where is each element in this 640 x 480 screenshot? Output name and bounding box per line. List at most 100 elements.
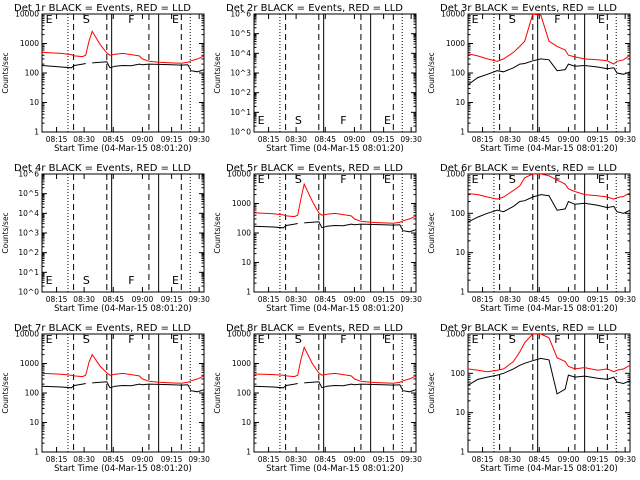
y-axis-label: Counts/sec <box>427 212 436 253</box>
flag-label: E <box>172 13 179 26</box>
y-axis-label: Counts/sec <box>427 372 436 413</box>
y-tick-label: 10 <box>455 98 465 107</box>
x-tick-label: 09:15 <box>587 295 609 304</box>
panel-title: Det 2r BLACK = Events, RED = LLD <box>226 3 403 14</box>
y-axis-label: Counts/sec <box>213 52 222 93</box>
panel-title: Det 9r BLACK = Events, RED = LLD <box>440 323 617 334</box>
y-tick-label: 10^5 <box>18 189 39 198</box>
x-tick-label: 08:45 <box>528 295 550 304</box>
x-tick-label: 09:15 <box>161 295 183 304</box>
flag-label: F <box>554 333 560 346</box>
x-tick-label: 09:30 <box>188 455 210 464</box>
x-tick-label: 09:00 <box>558 295 580 304</box>
y-tick-label: 10^6 <box>18 170 39 179</box>
y-tick-label: 10 <box>29 98 39 107</box>
flag-label: E <box>258 114 265 127</box>
flag-label: S <box>83 333 90 346</box>
x-tick-label: 09:30 <box>614 455 636 464</box>
panel-title: Det 6r BLACK = Events, RED = LLD <box>440 163 617 174</box>
plot-frame <box>467 173 631 293</box>
x-tick-label: 08:30 <box>285 135 307 144</box>
flag-label: F <box>128 274 134 287</box>
x-axis-title: Start Time (04-Mar-15 08:01:20) <box>480 144 618 154</box>
flag-label: E <box>384 173 391 186</box>
y-tick-label: 1000 <box>232 359 251 368</box>
y-axis-label: Counts/sec <box>213 372 222 413</box>
flag-label: E <box>384 333 391 346</box>
x-tick-label: 08:15 <box>258 295 280 304</box>
plot-frame <box>467 333 631 453</box>
x-tick-label: 09:00 <box>344 455 366 464</box>
lld-series-line <box>468 14 630 65</box>
x-tick-label: 09:30 <box>400 135 422 144</box>
x-axis-title: Start Time (04-Mar-15 08:01:20) <box>54 304 192 314</box>
y-tick-label: 10000 <box>15 330 39 339</box>
x-tick-label: 08:45 <box>314 455 336 464</box>
panel-title: Det 7r BLACK = Events, RED = LLD <box>14 323 191 334</box>
lld-series-line <box>468 174 630 200</box>
x-tick-label: 09:30 <box>614 295 636 304</box>
flag-label: E <box>598 13 605 26</box>
lld-series-line <box>254 182 416 224</box>
y-tick-label: 1 <box>34 128 39 137</box>
flag-label: S <box>509 13 516 26</box>
y-axis-label: Counts/sec <box>1 372 10 413</box>
x-tick-label: 09:30 <box>188 295 210 304</box>
flag-label: S <box>295 114 302 127</box>
y-tick-label: 1 <box>460 128 465 137</box>
events-series-line <box>468 357 630 395</box>
x-axis-title: Start Time (04-Mar-15 08:01:20) <box>266 144 404 154</box>
y-axis-label: Counts/sec <box>1 52 10 93</box>
panel-title: Det 5r BLACK = Events, RED = LLD <box>226 163 403 174</box>
events-series-line <box>42 61 204 73</box>
flag-label: E <box>598 333 605 346</box>
y-tick-label: 10^3 <box>18 229 39 238</box>
flag-label: E <box>46 333 53 346</box>
lld-series-line <box>42 353 204 384</box>
y-tick-label: 1 <box>460 288 465 297</box>
y-tick-label: 1 <box>246 288 251 297</box>
x-tick-label: 08:30 <box>499 295 521 304</box>
x-tick-label: 09:00 <box>132 455 154 464</box>
x-tick-label: 09:15 <box>587 135 609 144</box>
y-tick-label: 10^1 <box>18 268 39 277</box>
x-axis-title: Start Time (04-Mar-15 08:01:20) <box>480 464 618 474</box>
y-axis-label: Counts/sec <box>213 212 222 253</box>
x-tick-label: 09:15 <box>373 135 395 144</box>
x-tick-label: 09:15 <box>373 295 395 304</box>
y-tick-label: 10 <box>455 408 465 417</box>
flag-label: E <box>172 274 179 287</box>
events-series-line <box>254 381 416 393</box>
panel-det-9: Det 9r BLACK = Events, RED = LLD Counts/s… <box>427 323 636 474</box>
panel-det-2: Det 2r BLACK = Events, RED = LLD Counts/s… <box>213 3 422 154</box>
y-tick-label: 10000 <box>441 10 465 19</box>
y-tick-label: 10 <box>241 418 251 427</box>
y-tick-label: 10 <box>455 248 465 257</box>
panel-title: Det 3r BLACK = Events, RED = LLD <box>440 3 617 14</box>
y-tick-label: 10000 <box>227 170 251 179</box>
flag-label: F <box>554 173 560 186</box>
y-tick-label: 100 <box>25 389 40 398</box>
flag-label: E <box>172 333 179 346</box>
flag-label: S <box>83 13 90 26</box>
events-series-line <box>42 381 204 393</box>
y-tick-label: 1000 <box>446 330 465 339</box>
flag-label: E <box>598 173 605 186</box>
panel-det-3: Det 3r BLACK = Events, RED = LLD Counts/s… <box>427 3 636 154</box>
x-tick-label: 08:15 <box>472 455 494 464</box>
x-axis-title: Start Time (04-Mar-15 08:01:20) <box>480 304 618 314</box>
y-tick-label: 1 <box>34 448 39 457</box>
x-axis-title: Start Time (04-Mar-15 08:01:20) <box>54 464 192 474</box>
x-tick-label: 08:30 <box>285 295 307 304</box>
panel-det-5: Det 5r BLACK = Events, RED = LLD Counts/s… <box>213 163 422 314</box>
x-tick-label: 09:30 <box>400 295 422 304</box>
flag-label: E <box>46 274 53 287</box>
y-tick-label: 10^2 <box>230 88 251 97</box>
x-tick-label: 08:45 <box>528 135 550 144</box>
y-tick-label: 1000 <box>446 39 465 48</box>
x-tick-label: 09:00 <box>558 135 580 144</box>
panel-title: Det 1r BLACK = Events, RED = LLD <box>14 3 191 14</box>
x-tick-label: 09:30 <box>400 455 422 464</box>
panel-title: Det 8r BLACK = Events, RED = LLD <box>226 323 403 334</box>
